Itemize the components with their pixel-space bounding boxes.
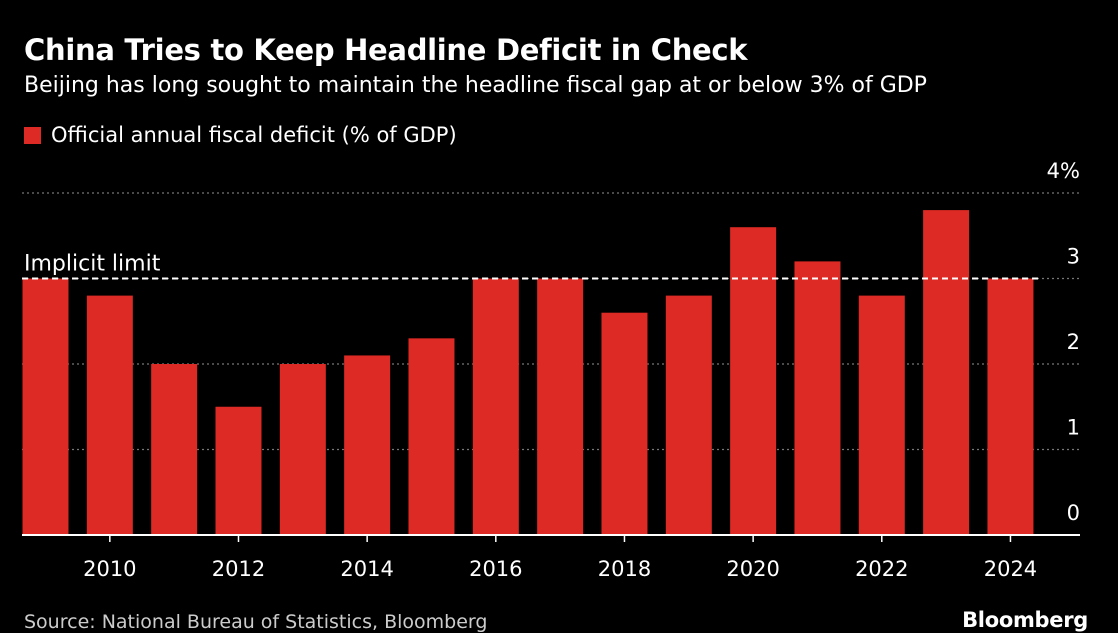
x-tick-label: 2016 [469, 557, 522, 581]
y-tick-label: 0 [1067, 501, 1080, 525]
y-tick-label: 4% [1047, 159, 1080, 183]
x-tick-label: 2010 [83, 557, 136, 581]
y-tick-label: 2 [1067, 330, 1080, 354]
bar [665, 295, 712, 535]
legend-swatch [24, 126, 41, 144]
bar [151, 364, 198, 535]
bar [794, 261, 841, 535]
limit-label: Implicit limit [24, 252, 161, 277]
x-tick-label: 2012 [212, 557, 265, 581]
y-tick-label: 3 [1067, 245, 1080, 269]
legend: Official annual fiscal deficit (% of GDP… [24, 123, 457, 147]
bar [344, 355, 391, 535]
source-note: Source: National Bureau of Statistics, B… [24, 611, 488, 633]
bar [22, 278, 69, 535]
bar [472, 278, 519, 535]
bar [279, 364, 326, 535]
x-tick-label: 2014 [340, 557, 393, 581]
bar [537, 278, 584, 535]
bar [923, 210, 970, 535]
bar [408, 338, 455, 535]
bar [987, 278, 1034, 535]
chart-title: China Tries to Keep Headline Deficit in … [24, 33, 748, 67]
chart-subtitle: Beijing has long sought to maintain the … [24, 73, 927, 98]
bar [215, 406, 262, 535]
legend-label: Official annual fiscal deficit (% of GDP… [51, 123, 457, 147]
x-tick-label: 2022 [855, 557, 908, 581]
x-tick-label: 2024 [984, 557, 1037, 581]
bar [601, 312, 648, 535]
bar [730, 227, 777, 535]
bar [858, 295, 905, 535]
y-tick-label: 1 [1067, 416, 1080, 440]
x-tick-label: 2020 [726, 557, 779, 581]
bar [86, 295, 133, 535]
bloomberg-logo: Bloomberg [962, 608, 1088, 632]
x-tick-label: 2018 [598, 557, 651, 581]
